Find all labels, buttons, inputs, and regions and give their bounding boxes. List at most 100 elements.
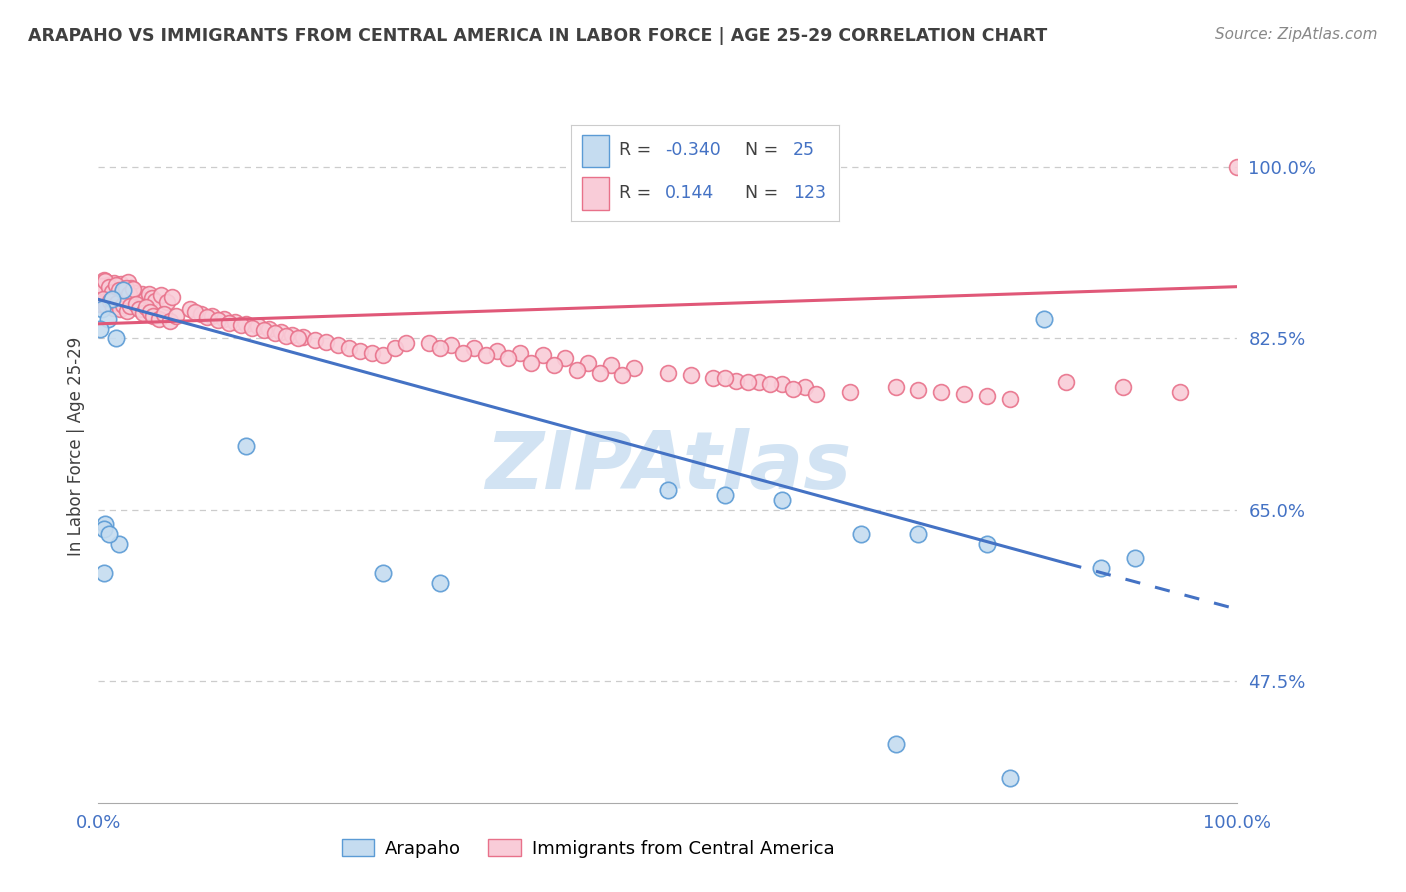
Point [851, 527, 873, 541]
Point [252, 323, 274, 337]
Point [304, 334, 326, 348]
Point [509, 346, 531, 360]
Point [679, 368, 702, 382]
Point [657, 483, 679, 497]
Point [121, 282, 143, 296]
Point [782, 382, 804, 396]
Point [98, 294, 121, 309]
Text: Source: ZipAtlas.com: Source: ZipAtlas.com [1215, 27, 1378, 42]
Point [135, 300, 157, 314]
Point [224, 315, 246, 329]
Point [418, 336, 440, 351]
Point [463, 341, 485, 355]
Point [120, 299, 142, 313]
Point [998, 772, 1021, 786]
Point [138, 287, 160, 301]
Point [104, 277, 127, 292]
Point [759, 377, 782, 392]
Point [108, 283, 131, 297]
Point [371, 566, 394, 580]
Point [531, 348, 554, 362]
Point [156, 295, 179, 310]
Point [429, 575, 451, 590]
Point [520, 356, 543, 370]
Point [229, 318, 252, 332]
Point [600, 358, 623, 372]
Point [793, 380, 815, 394]
Point [623, 360, 645, 375]
Point [127, 289, 149, 303]
Point [93, 522, 115, 536]
Point [1123, 551, 1146, 566]
Point [89, 321, 111, 335]
Point [326, 338, 349, 352]
Point [218, 316, 240, 330]
Point [190, 307, 212, 321]
Point [1032, 312, 1054, 326]
Point [770, 492, 793, 507]
Point [976, 537, 998, 551]
Point [100, 283, 122, 297]
Point [101, 293, 124, 307]
Point [111, 285, 134, 300]
Point [884, 380, 907, 394]
Point [150, 288, 173, 302]
Point [97, 279, 120, 293]
Point [96, 299, 118, 313]
Point [103, 276, 125, 290]
Point [90, 302, 112, 317]
Point [270, 325, 292, 339]
Point [384, 341, 406, 355]
Point [565, 363, 588, 377]
Point [714, 488, 737, 502]
Point [132, 306, 155, 320]
Point [90, 278, 112, 293]
Point [1090, 561, 1112, 575]
Point [554, 351, 576, 365]
Point [112, 298, 135, 312]
Point [657, 366, 679, 380]
Point [815, 194, 838, 209]
Point [120, 280, 142, 294]
Point [207, 313, 229, 327]
Point [929, 385, 952, 400]
Point [112, 283, 135, 297]
Point [702, 370, 724, 384]
Point [104, 331, 127, 345]
Point [212, 312, 235, 326]
Point [998, 392, 1021, 406]
Point [240, 320, 263, 334]
Point [1226, 161, 1249, 175]
Point [259, 321, 281, 335]
Point [195, 310, 218, 324]
Point [235, 439, 257, 453]
Point [246, 318, 269, 333]
Point [107, 282, 129, 296]
Point [153, 307, 176, 321]
Point [498, 351, 520, 365]
Point [770, 377, 793, 392]
Point [429, 341, 451, 355]
Point [804, 387, 827, 401]
Point [315, 335, 337, 350]
Point [576, 356, 599, 370]
Point [337, 341, 360, 355]
Point [292, 330, 315, 344]
Point [105, 296, 128, 310]
Point [884, 737, 907, 751]
Point [159, 314, 181, 328]
Point [125, 297, 148, 311]
Point [737, 376, 759, 390]
Point [953, 387, 976, 401]
Text: ZIPAtlas: ZIPAtlas [485, 428, 851, 507]
Point [1112, 380, 1135, 394]
Point [96, 277, 118, 292]
Point [94, 517, 117, 532]
Point [91, 293, 114, 307]
Point [201, 309, 224, 323]
Point [1054, 376, 1078, 390]
Point [349, 344, 371, 359]
Point [474, 348, 496, 362]
Point [264, 326, 287, 340]
Point [89, 297, 111, 311]
